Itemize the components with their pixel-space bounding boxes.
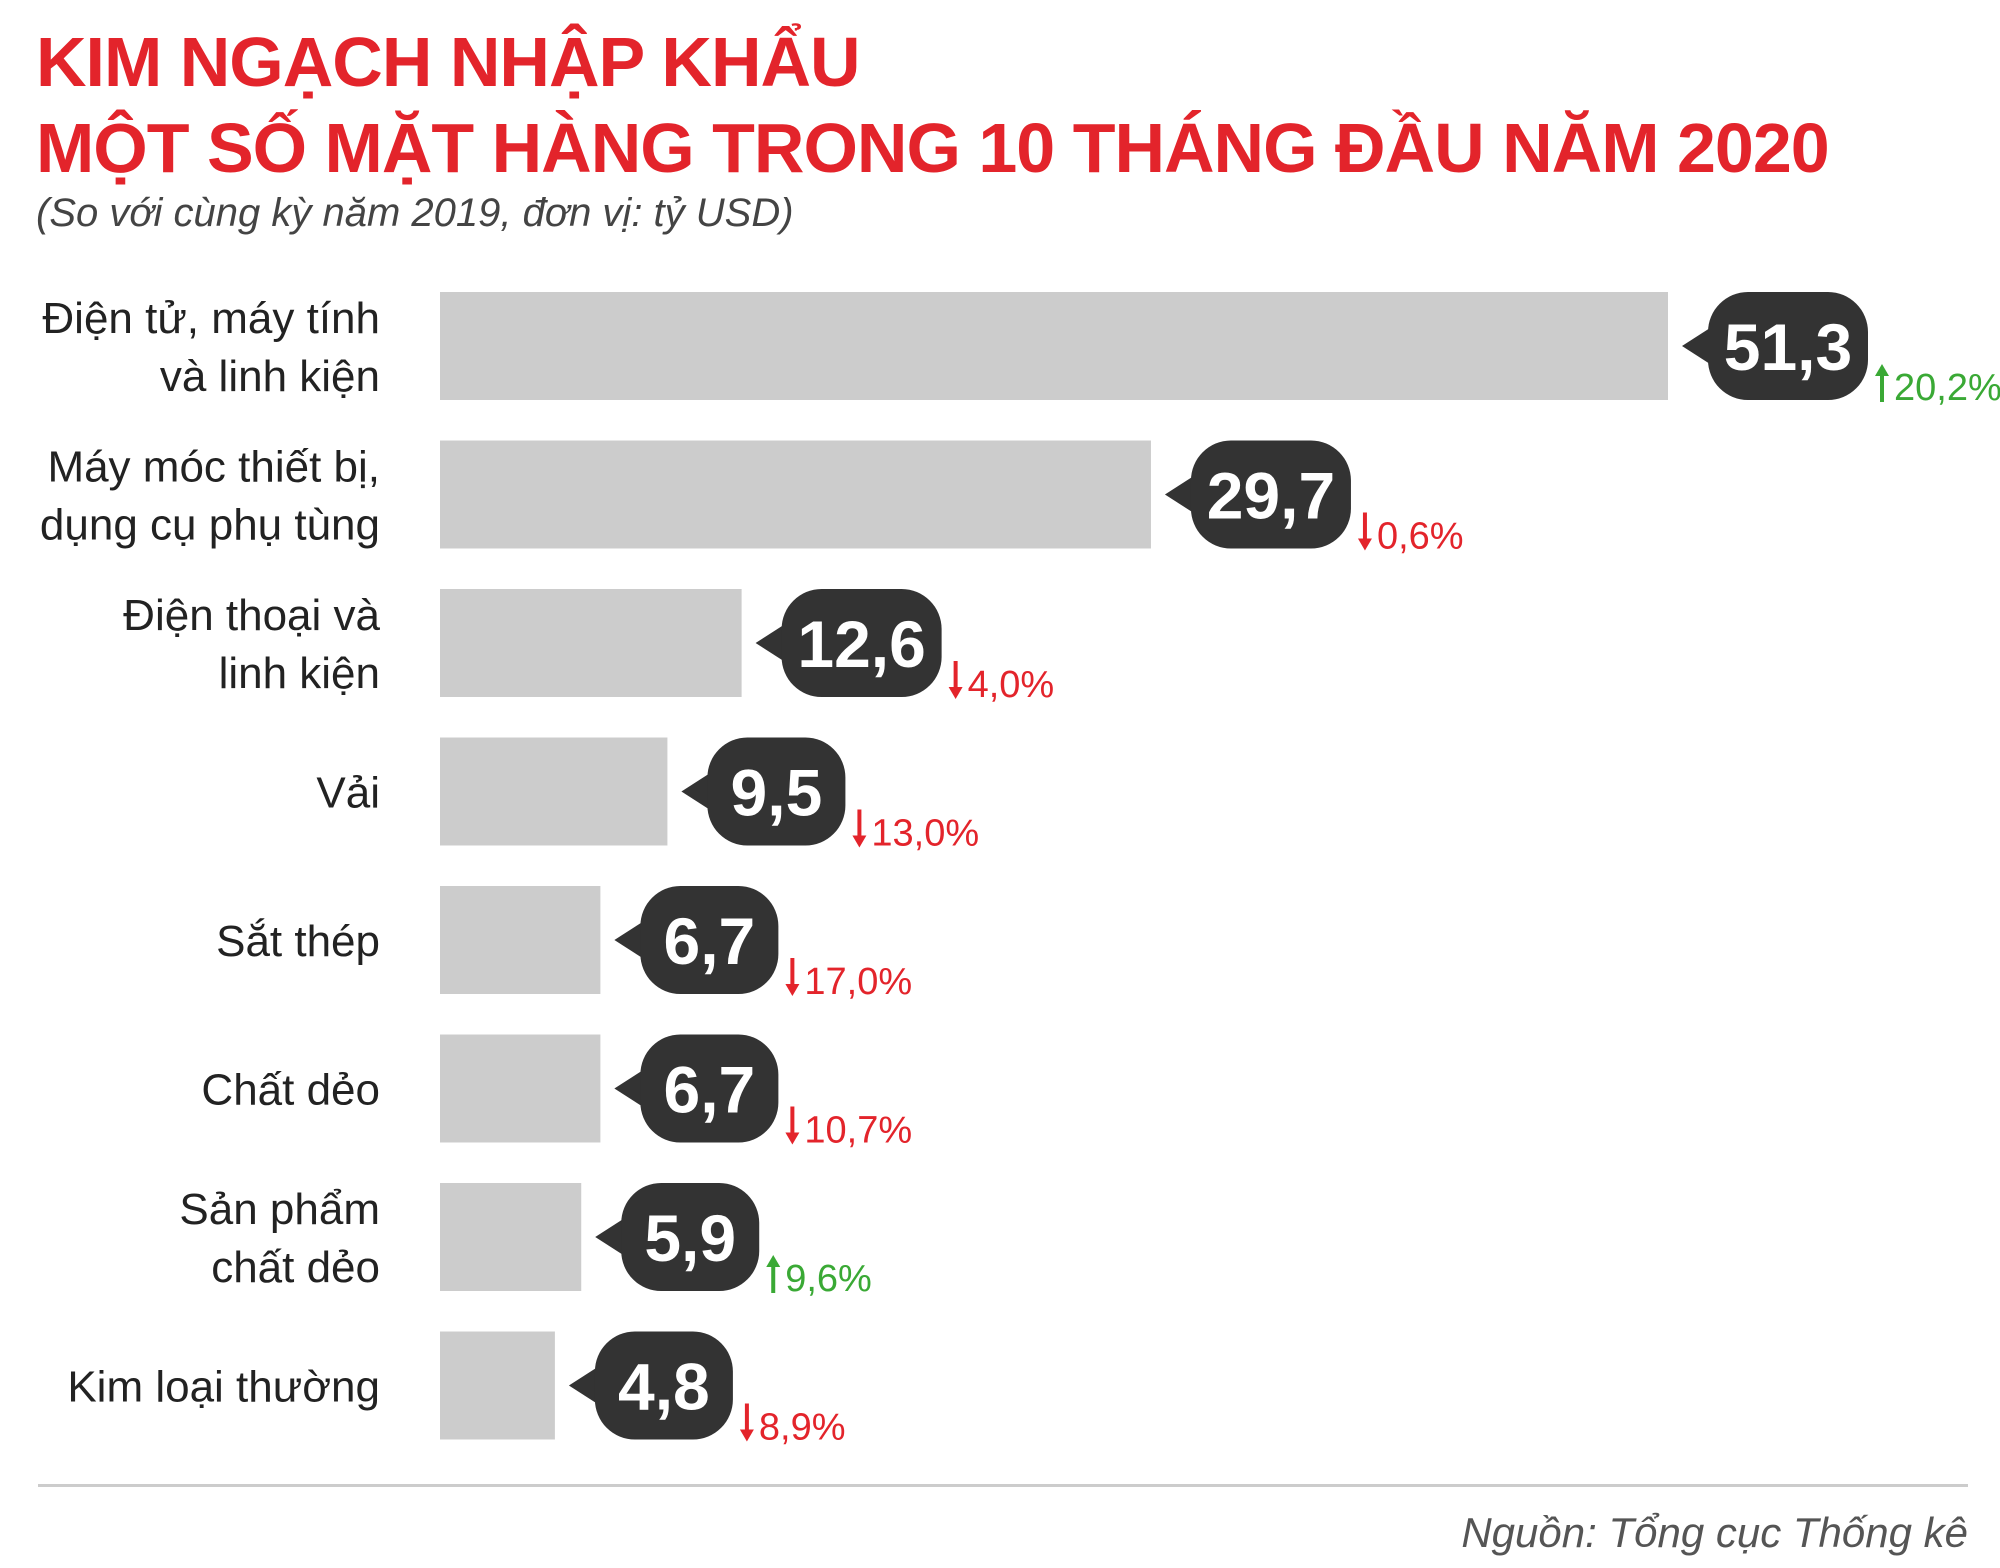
- bubble-pointer: [1164, 476, 1193, 513]
- value-label: 9,5: [731, 756, 823, 830]
- change-percent: 8,9%: [759, 1407, 846, 1449]
- category-label: Sắt thép: [216, 917, 380, 966]
- bubble-pointer: [681, 773, 710, 810]
- bubble-pointer: [755, 625, 784, 661]
- category-label: Máy móc thiết bị,: [47, 443, 380, 492]
- bar: [440, 886, 601, 994]
- change-percent: 9,6%: [785, 1258, 872, 1300]
- bar: [440, 1183, 582, 1291]
- category-label: chất dẻo: [211, 1243, 380, 1292]
- value-bubble: [1190, 440, 1351, 549]
- arrow-up-icon: [1875, 364, 1889, 402]
- category-label: Điện tử, máy tính: [42, 294, 380, 343]
- bubble-pointer: [614, 922, 643, 958]
- bubble-pointer: [568, 1367, 597, 1404]
- bar: [440, 737, 668, 846]
- change-percent: 20,2%: [1894, 367, 2000, 409]
- bubble-pointer: [614, 1070, 643, 1107]
- bar-chart: Điện tử, máy tính và linh kiện 51,3 20,2% Má…: [40, 292, 2000, 1449]
- value-bubble: [1708, 292, 1868, 400]
- category-label: Chất dẻo: [201, 1066, 380, 1115]
- value-bubble: [621, 1183, 760, 1291]
- arrow-down-icon: [948, 661, 963, 699]
- value-label: 29,7: [1207, 459, 1335, 533]
- value-label: 12,6: [797, 607, 925, 681]
- category-label: Kim loại thường: [67, 1363, 380, 1412]
- bar: [440, 1331, 555, 1440]
- change-percent: 10,7%: [804, 1110, 912, 1152]
- title-line-1: KIM NGẠCH NHẬP KHẨU: [36, 23, 861, 101]
- footer-divider: [38, 1484, 1968, 1487]
- bar: [440, 1034, 601, 1143]
- arrow-down-icon: [1357, 512, 1372, 551]
- category-label: Sản phẩm: [179, 1185, 380, 1234]
- value-bubble: [707, 737, 846, 846]
- category-label: Vải: [316, 769, 380, 818]
- change-percent: 0,6%: [1377, 516, 1464, 558]
- bubble-pointer: [1682, 328, 1710, 364]
- subtitle: (So với cùng kỳ năm 2019, đơn vị: tỷ USD…: [36, 191, 794, 235]
- change-percent: 13,0%: [871, 813, 979, 855]
- value-label: 6,7: [664, 904, 756, 978]
- value-label: 4,8: [618, 1350, 710, 1424]
- value-label: 5,9: [644, 1201, 736, 1275]
- bar: [440, 292, 1668, 400]
- value-label: 6,7: [664, 1053, 756, 1127]
- category-label: dụng cụ phụ tùng: [40, 501, 380, 550]
- change-percent: 17,0%: [804, 961, 912, 1003]
- bar: [440, 440, 1151, 549]
- title-line-2: MỘT SỐ MẶT HÀNG TRONG 10 THÁNG ĐẦU NĂM 2…: [36, 109, 1830, 187]
- category-label: và linh kiện: [160, 352, 380, 401]
- value-bubble: [594, 1331, 733, 1440]
- value-bubble: [640, 1034, 779, 1143]
- arrow-up-icon: [766, 1255, 781, 1293]
- value-bubble: [781, 589, 942, 697]
- source-note: Nguồn: Tổng cục Thống kê: [1461, 1509, 1968, 1556]
- bar: [440, 589, 742, 697]
- value-label: 51,3: [1724, 310, 1852, 384]
- category-label: linh kiện: [219, 649, 380, 698]
- arrow-down-icon: [739, 1403, 754, 1442]
- arrow-down-icon: [852, 809, 867, 848]
- change-percent: 4,0%: [968, 664, 1055, 706]
- arrow-down-icon: [785, 1106, 800, 1145]
- arrow-down-icon: [785, 958, 800, 996]
- category-label: Điện thoại và: [123, 591, 380, 640]
- bubble-pointer: [595, 1219, 624, 1255]
- value-bubble: [640, 886, 779, 994]
